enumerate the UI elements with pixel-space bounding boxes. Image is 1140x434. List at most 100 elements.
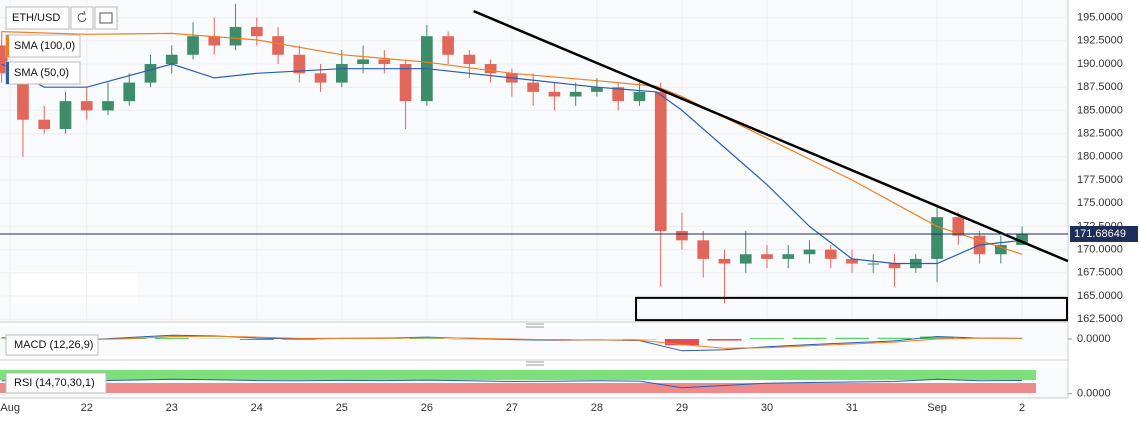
candle-body (654, 91, 667, 232)
candle-body (739, 254, 752, 264)
candle-body (527, 82, 539, 92)
candle-body (442, 36, 454, 55)
indicator-label: RSI (14,70,30,1) (14, 377, 95, 389)
macd-histogram-bar (749, 338, 784, 339)
x-tick-label: 2 (1019, 402, 1025, 414)
legend-label: SMA (50,0) (14, 67, 69, 79)
blank-box (10, 271, 137, 303)
resize-handle[interactable] (526, 361, 544, 366)
y-tick-label: 0.0000 (1077, 333, 1111, 345)
candle-body (803, 249, 816, 255)
x-tick-label: 28 (591, 402, 603, 414)
candle-body (335, 64, 348, 83)
last-price-box (1070, 225, 1138, 242)
y-tick-label: 192.5000 (1077, 35, 1123, 47)
rsi-upper-band (0, 370, 1036, 380)
candle-body (165, 54, 178, 65)
candle-body (102, 101, 114, 111)
legend-box (5, 372, 107, 394)
y-tick-label: 185.0000 (1077, 104, 1123, 116)
candle-body (250, 26, 263, 37)
y-tick-label: 167.5000 (1077, 267, 1123, 279)
legend-swatch (6, 62, 9, 84)
legend-box (5, 334, 99, 356)
candle-body (484, 64, 497, 74)
macd-histogram-bar (707, 339, 742, 341)
candle-body (994, 244, 1007, 255)
candle-body (187, 36, 199, 55)
legend-swatch (6, 35, 9, 57)
last-price-label: 171.68649 (1074, 228, 1126, 240)
candle-body (888, 263, 901, 269)
y-tick-label: 162.5000 (1077, 313, 1123, 325)
x-tick-label: 25 (336, 402, 348, 414)
candle-body (548, 91, 561, 97)
candle-body (357, 59, 369, 65)
x-tick-label: 31 (846, 402, 858, 414)
x-tick-label: 30 (761, 402, 773, 414)
x-tick-label: 23 (166, 402, 178, 414)
settings-icon (99, 12, 113, 24)
candle-body (867, 263, 880, 265)
macd-histogram-bar (877, 337, 912, 339)
candle-body (272, 36, 284, 55)
candle-body (591, 87, 603, 92)
macd-histogram-bar (409, 338, 444, 339)
candle-body (38, 119, 51, 129)
y-tick-label: 187.5000 (1077, 81, 1123, 93)
y-tick-label: 180.0000 (1077, 151, 1123, 163)
candle-body (144, 64, 157, 83)
candle-body (761, 254, 773, 259)
symbol: ETH/USD (12, 12, 60, 24)
legend-label: SMA (100,0) (14, 40, 75, 52)
y-tick-label: 182.5000 (1077, 128, 1123, 140)
trendline (473, 9, 1069, 263)
candle-body (824, 249, 837, 259)
refresh-button[interactable] (70, 6, 94, 30)
candle-body (59, 101, 72, 129)
x-tick-label: 27 (506, 402, 518, 414)
x-tick-label: Sep (927, 402, 947, 414)
sma-line (1, 63, 1023, 265)
y-tick-label: 170.0000 (1077, 244, 1123, 256)
settings-button[interactable] (94, 6, 118, 30)
candle-body (208, 36, 221, 46)
x-tick-label: 26 (421, 402, 433, 414)
x-tick-label: 22 (81, 402, 93, 414)
candle-body (463, 54, 476, 65)
rsi-line (1, 378, 1023, 389)
x-tick-label: 29 (676, 402, 688, 414)
candle-body (17, 73, 29, 120)
macd-histogram-bar (835, 337, 870, 339)
candle-body (952, 217, 965, 236)
macd-histogram-bar (920, 336, 955, 339)
candle-body (846, 258, 858, 264)
candle-body (676, 231, 688, 241)
candle-body (314, 73, 327, 83)
macd-line (1, 334, 1023, 352)
candle-body (378, 59, 391, 65)
y-tick-label: 190.0000 (1077, 58, 1123, 70)
macd-histogram-bar (239, 339, 274, 340)
candle-body (612, 87, 625, 102)
candle-body (718, 258, 731, 264)
macd-histogram-bar (664, 339, 699, 346)
macd-histogram-bar (154, 337, 189, 339)
y-tick-label: 0.0000 (1077, 388, 1111, 400)
candle-body (123, 82, 136, 102)
y-tick-label: 165.0000 (1077, 290, 1123, 302)
y-tick-label: 195.0000 (1077, 12, 1123, 24)
candle-body (293, 54, 306, 74)
symbol-box[interactable] (5, 6, 70, 30)
resize-handle[interactable] (526, 323, 544, 328)
y-tick-label: 175.0000 (1077, 197, 1123, 209)
candle-body (399, 64, 412, 102)
rsi-lower-band (0, 383, 1036, 393)
candle-body (1016, 233, 1028, 245)
x-tick-label: Aug (0, 402, 20, 414)
signal-line (1, 335, 1023, 349)
x-tick-label: 24 (251, 402, 263, 414)
support-box (635, 296, 1068, 322)
candle-body (0, 45, 8, 74)
